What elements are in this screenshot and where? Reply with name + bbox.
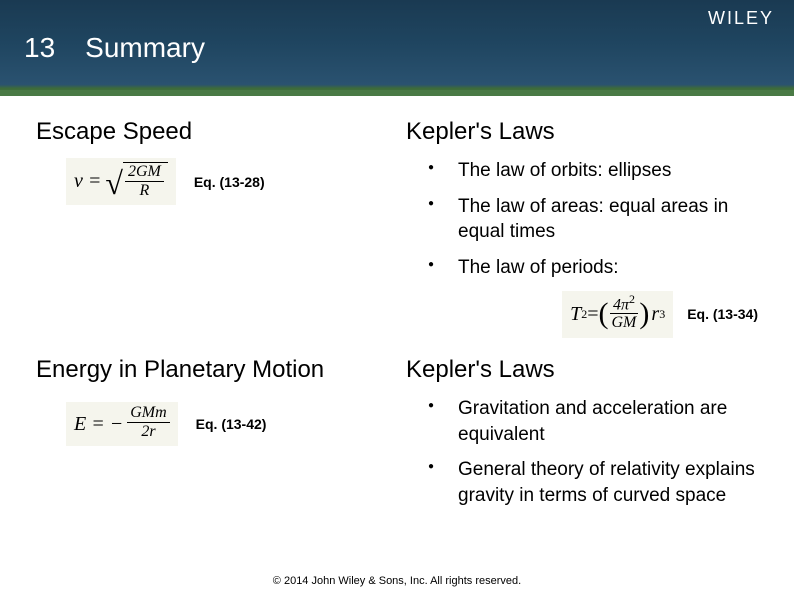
formula-eq-sign: = bbox=[587, 303, 598, 326]
slide-header: 13 Summary WILEY bbox=[0, 0, 794, 96]
keplers-laws-section-2: Kepler's Laws Gravitation and accelerati… bbox=[406, 356, 758, 519]
keplers-laws-heading-1: Kepler's Laws bbox=[406, 118, 758, 146]
formula-numerator: GMm bbox=[127, 404, 169, 423]
list-item: General theory of relativity explains gr… bbox=[428, 457, 758, 508]
equation-label: Eq. (13-34) bbox=[687, 306, 758, 322]
energy-section: Energy in Planetary Motion E = − GMm 2r … bbox=[36, 356, 366, 519]
formula-lhs: E = − bbox=[74, 413, 123, 436]
list-item: The law of areas: equal areas in equal t… bbox=[428, 194, 758, 245]
content-row-1: Escape Speed v = √ 2GM R Eq. (13-28 bbox=[36, 118, 758, 338]
periods-equation-block: T2 = ( 4π2 GM ) r3 Eq. (13-34) bbox=[406, 291, 758, 339]
keplers-laws-list-2: Gravitation and acceleration are equival… bbox=[406, 396, 758, 509]
slide-title: Summary bbox=[85, 32, 205, 64]
keplers-laws-list-1: The law of orbits: ellipses The law of a… bbox=[406, 158, 758, 281]
sqrt-icon: √ 2GM R bbox=[105, 162, 167, 201]
list-item: Gravitation and acceleration are equival… bbox=[428, 396, 758, 447]
keplers-laws-section-1: Kepler's Laws The law of orbits: ellipse… bbox=[406, 118, 758, 338]
formula-r-exp: 3 bbox=[659, 307, 665, 322]
escape-speed-equation-block: v = √ 2GM R Eq. (13-28) bbox=[66, 158, 366, 205]
equation-label: Eq. (13-28) bbox=[194, 174, 265, 190]
escape-speed-formula: v = √ 2GM R bbox=[66, 158, 176, 205]
equation-label: Eq. (13-42) bbox=[196, 416, 267, 432]
formula-lhs: v = bbox=[74, 170, 101, 193]
keplers-laws-heading-2: Kepler's Laws bbox=[406, 356, 758, 384]
formula-denominator: R bbox=[136, 182, 152, 200]
formula-den: GM bbox=[609, 314, 640, 332]
formula-num: 4π bbox=[613, 296, 629, 313]
periods-formula: T2 = ( 4π2 GM ) r3 bbox=[562, 291, 673, 339]
energy-heading: Energy in Planetary Motion bbox=[36, 356, 366, 384]
escape-speed-section: Escape Speed v = √ 2GM R Eq. (13-28 bbox=[36, 118, 366, 338]
slide-number: 13 bbox=[0, 32, 85, 64]
list-item: The law of orbits: ellipses bbox=[428, 158, 758, 184]
escape-speed-heading: Escape Speed bbox=[36, 118, 366, 146]
slide-content: Escape Speed v = √ 2GM R Eq. (13-28 bbox=[0, 96, 794, 562]
content-row-2: Energy in Planetary Motion E = − GMm 2r … bbox=[36, 356, 758, 519]
formula-r-base: r bbox=[651, 303, 659, 326]
formula-numerator: 2GM bbox=[125, 163, 164, 182]
wiley-logo: WILEY bbox=[708, 8, 774, 29]
formula-num-exp: 2 bbox=[629, 292, 635, 306]
energy-equation-block: E = − GMm 2r Eq. (13-42) bbox=[66, 402, 366, 446]
copyright-text: © 2014 John Wiley & Sons, Inc. All right… bbox=[0, 575, 794, 587]
list-item: The law of periods: bbox=[428, 255, 758, 281]
formula-lhs-base: T bbox=[570, 303, 581, 326]
energy-formula: E = − GMm 2r bbox=[66, 402, 178, 446]
formula-denominator: 2r bbox=[138, 423, 158, 441]
